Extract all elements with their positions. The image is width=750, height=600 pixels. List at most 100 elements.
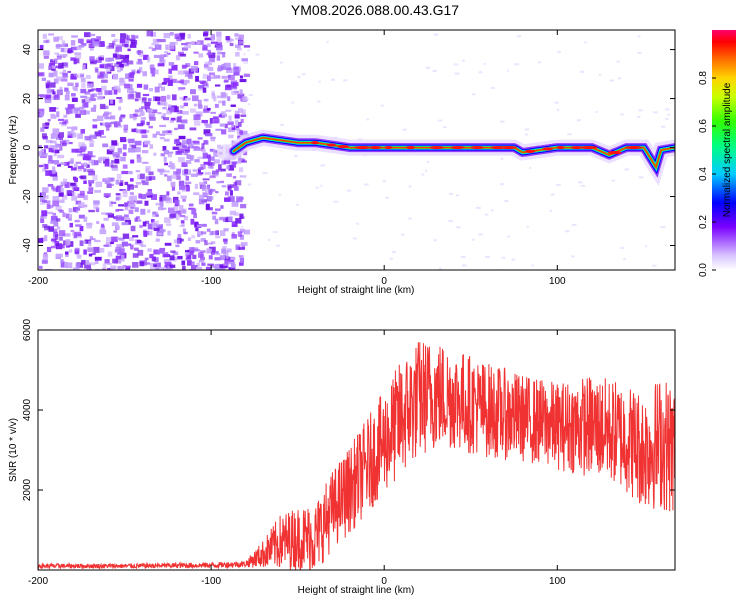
spectrogram-noise-cell [139, 224, 143, 228]
spectrogram-noise-cell [124, 202, 128, 207]
spectrogram-noise-cell [497, 268, 500, 270]
spectrogram-noise-cell [62, 121, 67, 125]
spectrogram-noise-cell [665, 117, 669, 120]
spectrogram-noise-cell [164, 162, 169, 166]
spectrogram-noise-cell [80, 95, 88, 98]
spectrogram-noise-cell [210, 76, 216, 79]
snr-frame [37, 329, 676, 571]
spectrogram-noise-cell [83, 180, 87, 184]
spectrogram-noise-cell [38, 63, 45, 69]
spectrogram-noise-cell [490, 209, 494, 212]
spectrogram-noise-cell [170, 162, 175, 169]
spectrogram-noise-cell [183, 70, 191, 74]
spectrogram-noise-cell [150, 32, 157, 37]
spectrogram-noise-cell [121, 170, 129, 175]
spectrogram-noise-cell [424, 169, 428, 172]
spectrogram-noise-cell [235, 119, 239, 125]
spectrogram-noise-cell [208, 189, 212, 196]
spectrogram-noise-cell [239, 213, 244, 219]
spectrogram-noise-cell [208, 255, 213, 260]
spectrogram-noise-cell [177, 110, 183, 114]
spectrogram-noise-cell [96, 115, 104, 122]
spectrogram-noise-cell [204, 61, 210, 65]
spectrogram-noise-cell [120, 54, 125, 60]
spectrogram-noise-cell [211, 170, 219, 175]
spectrogram-noise-cell [197, 137, 203, 140]
spectrogram-noise-cell [179, 105, 185, 109]
spectrogram-noise-cell [484, 213, 489, 216]
spectrogram-noise-cell [210, 241, 216, 245]
spectrogram-noise-cell [59, 199, 65, 203]
spectrogram-noise-cell [48, 226, 55, 232]
spectrogram-noise-cell [177, 233, 182, 239]
spectrogram-noise-cell [81, 259, 86, 265]
spectrogram-noise-cell [175, 55, 181, 61]
spectrogram-noise-cell [139, 53, 144, 57]
spectrogram-noise-cell [38, 151, 45, 157]
spectrogram-noise-cell [92, 118, 98, 122]
spectrogram-noise-cell [462, 59, 465, 62]
spectrogram-noise-cell [57, 132, 65, 138]
spectrogram-noise-cell [278, 193, 281, 196]
spectrogram-noise-cell [239, 257, 245, 264]
spectrogram-noise-cell [119, 116, 123, 122]
spectrogram-noise-cell [243, 53, 246, 56]
spectrogram-noise-cell [113, 216, 118, 220]
spectrogram-noise-cell [168, 62, 175, 66]
spectrogram-noise-cell [195, 75, 199, 82]
spectrogram-noise-cell [129, 72, 135, 78]
spectrogram-noise-cell [478, 233, 484, 236]
spectrogram-noise-cell [215, 128, 222, 131]
spectrogram-noise-cell [104, 162, 110, 167]
spectrogram-noise-cell [116, 173, 122, 180]
spectrogram-noise-cell [154, 69, 159, 75]
spectrogram-noise-cell [41, 153, 48, 157]
spectrogram-noise-cell [211, 265, 217, 268]
spectrogram-noise-cell [55, 186, 61, 193]
spectrogram-noise-cell [62, 62, 68, 66]
spectrogram-noise-cell [99, 135, 107, 138]
colorbar-tick-label: 0.6 [698, 119, 709, 133]
spectrogram-noise-cell [460, 256, 466, 259]
spectrogram-noise-cell [118, 208, 124, 212]
spectrogram-noise-cell [247, 49, 250, 52]
spectrogram-noise-cell [141, 100, 146, 104]
spectrogram-noise-cell [195, 240, 201, 244]
spectrogram-noise-cell [41, 214, 47, 219]
spectrogram-noise-cell [38, 238, 44, 243]
spectrogram-noise-cell [181, 162, 188, 168]
spectrogram-noise-cell [122, 57, 129, 62]
spectrogram-noise-cell [46, 80, 51, 83]
spectrogram-noise-cell [70, 182, 76, 186]
spectrogram-noise-cell [129, 38, 136, 42]
spectrogram-noise-cell [56, 111, 60, 118]
spectrogram-noise-cell [113, 89, 118, 95]
spectrogram-noise-cell [79, 240, 84, 247]
spectrogram-noise-cell [203, 129, 211, 135]
spectrogram-noise-cell [181, 260, 186, 266]
spectrogram-noise-cell [205, 266, 212, 270]
spectrogram-noise-cell [169, 161, 173, 165]
y-tick-label: -40 [22, 238, 33, 253]
spectrogram-noise-cell [226, 68, 233, 74]
spectrogram-noise-cell [537, 61, 542, 64]
spectrogram-noise-cell [102, 263, 107, 269]
spectrogram-noise-cell [189, 250, 194, 256]
spectrogram-noise-cell [59, 236, 63, 241]
spectrogram-noise-cell [645, 245, 648, 248]
spectrogram-noise-cell [79, 109, 87, 115]
spectrogram-noise-cell [186, 154, 191, 159]
spectrogram-noise-cell [239, 175, 247, 178]
spectrogram-noise-cell [66, 189, 72, 196]
spectrogram-noise-cell [219, 264, 224, 269]
spectrogram-noise-cell [115, 193, 121, 196]
spectrogram-noise-cell [59, 209, 64, 213]
spectrogram-noise-cell [59, 137, 63, 140]
spectrogram-noise-cell [134, 185, 138, 188]
spectrogram-noise-cell [185, 252, 190, 257]
spectrogram-noise-cell [96, 59, 102, 63]
spectrogram-noise-cell [195, 111, 203, 117]
carrier-peak [542, 147, 554, 151]
spectrogram-noise-cell [153, 227, 160, 231]
spectrogram-noise-cell [86, 40, 92, 44]
